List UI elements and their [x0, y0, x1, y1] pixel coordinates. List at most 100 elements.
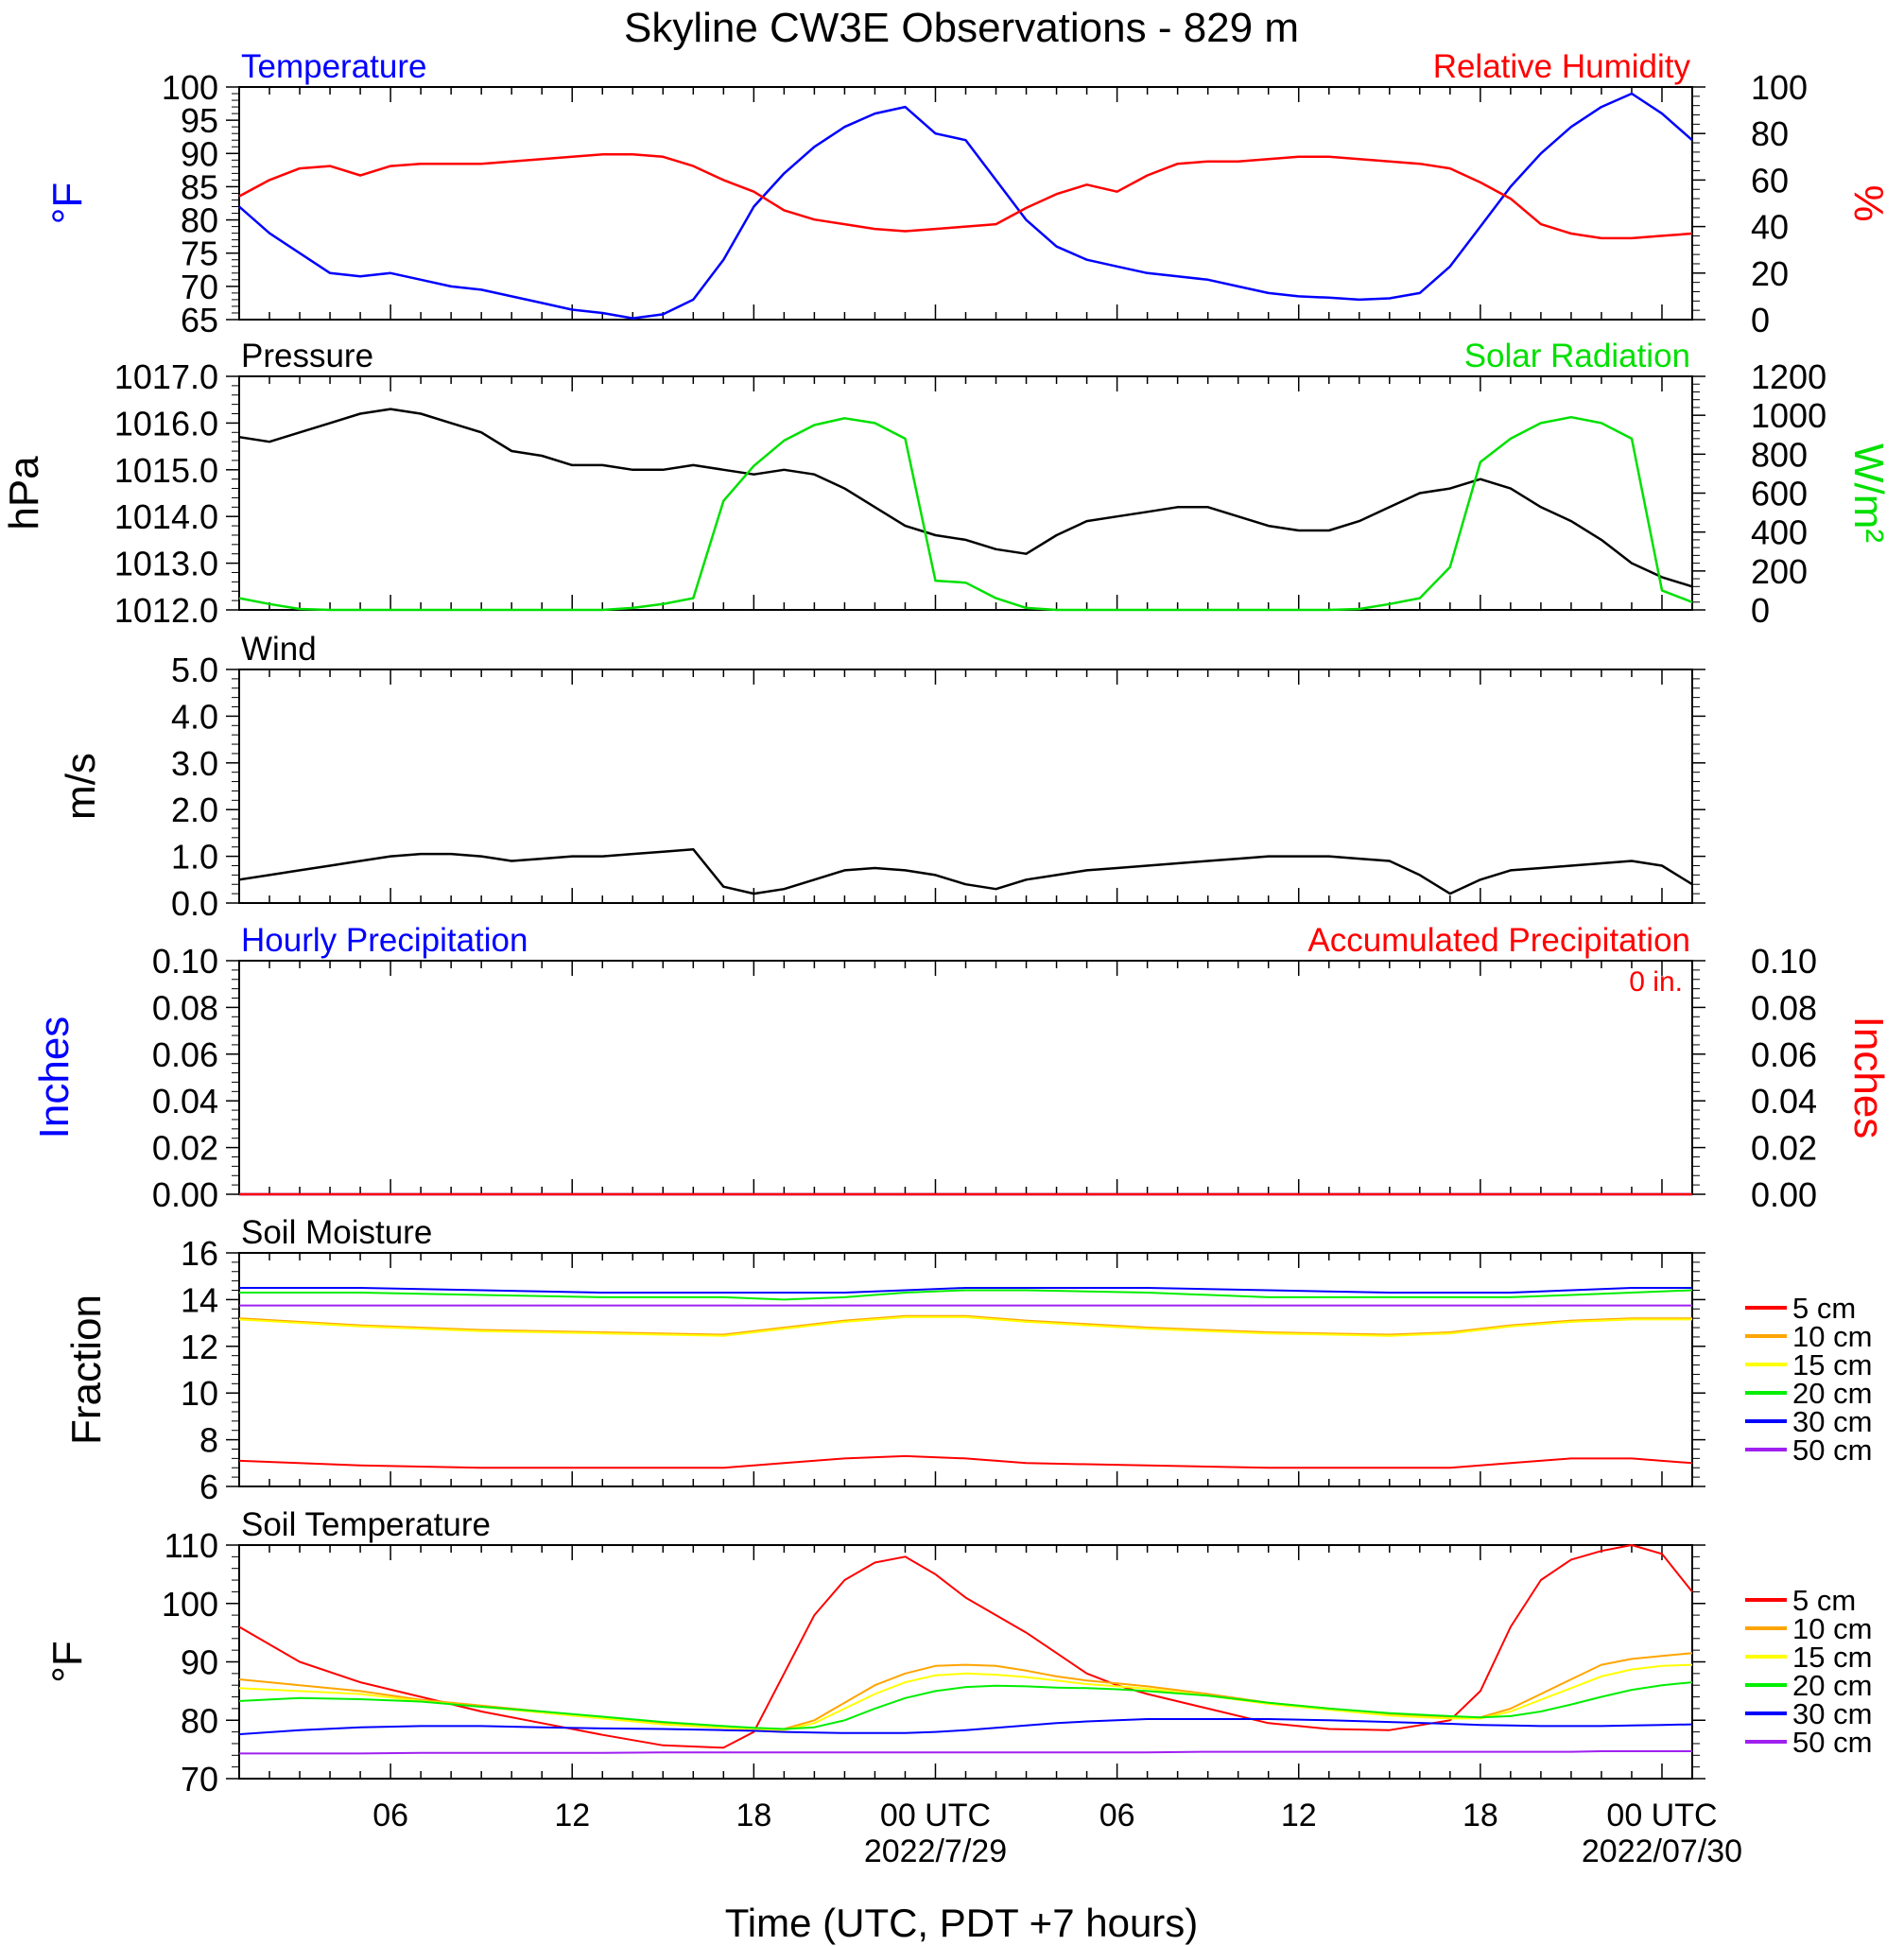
y-axis-label-left: °F: [44, 182, 91, 224]
series-30-cm: [238, 1718, 1693, 1736]
y-tick-label-left: 6: [199, 1468, 218, 1506]
y-tick-label-right: 600: [1751, 475, 1808, 513]
series-wind: [238, 847, 1693, 895]
y-tick-label-left: 85: [181, 167, 218, 206]
series-20-cm: [239, 1289, 1693, 1301]
legend-label: 30 cm: [1792, 1405, 1872, 1438]
y-tick-label-right: 1200: [1751, 357, 1826, 396]
y-axis-label-left: hPa: [1, 456, 47, 530]
y-tick-label-right: 0: [1751, 301, 1770, 339]
legend-label: 50 cm: [1792, 1726, 1872, 1759]
y-tick-label-left: 16: [181, 1234, 218, 1273]
plot-frame: [238, 1544, 1693, 1780]
y-tick-label-right: 200: [1751, 552, 1808, 591]
y-axis-label-left: °F: [44, 1641, 91, 1682]
legend-label: 5 cm: [1792, 1292, 1856, 1325]
y-tick-label-left: 80: [181, 201, 218, 240]
y-tick-label-left: 90: [181, 134, 218, 173]
panel-precipitation: 0.00 0.02 0.04 0.06 0.08 0.10 0.00 0.02 0.04 0.06…: [31, 922, 1892, 1214]
panel-title-left: Hourly Precipitation: [241, 922, 528, 959]
y-tick-label-left: 110: [164, 1526, 218, 1565]
legend-label: 10 cm: [1792, 1320, 1872, 1353]
panel-wind: 0.0 1.0 2.0 3.0 4.0 5.0 Wind m/s: [58, 631, 1705, 923]
y-axis-label-left: Fraction: [63, 1294, 110, 1445]
y-tick-label-right: 40: [1751, 208, 1789, 247]
y-tick-label-right: 0.04: [1751, 1082, 1817, 1121]
panel-title-right: Solar Radiation: [1464, 338, 1690, 374]
legend-label: 50 cm: [1792, 1433, 1872, 1467]
panel-title-right: Accumulated Precipitation: [1307, 922, 1690, 959]
x-tick-label: 12: [554, 1798, 590, 1833]
y-tick-label-left: 10: [181, 1374, 218, 1413]
x-tick-label: 06: [372, 1798, 408, 1833]
y-tick-label-right: 1000: [1751, 396, 1826, 435]
y-tick-label-left: 1015.0: [114, 451, 218, 490]
y-tick-label-right: 0: [1751, 591, 1770, 630]
y-tick-label-left: 5.0: [171, 651, 218, 689]
figure-title: Skyline CW3E Observations - 829 m: [624, 5, 1299, 51]
y-tick-label-left: 4.0: [171, 697, 218, 736]
panels-group: 65707580859095100020406080100Temperature…: [1, 48, 1892, 1869]
series-15-cm: [238, 1663, 1693, 1731]
x-tick-label: 00 UTC: [1606, 1798, 1717, 1833]
x-tick-label: 18: [1463, 1798, 1498, 1833]
y-tick-label-right: 400: [1751, 513, 1808, 552]
legend-label: 15 cm: [1792, 1641, 1872, 1674]
y-axis-label-right: Inches: [1845, 1016, 1892, 1139]
y-tick-label-right: 0.06: [1751, 1035, 1817, 1074]
y-tick-label-right: 20: [1751, 254, 1789, 293]
y-tick-label-left: 1013.0: [114, 545, 218, 583]
series-relative-humidity: [238, 153, 1693, 240]
y-axis-label-right: W/m²: [1845, 443, 1892, 543]
x-tick-date-label: 2022/7/29: [864, 1833, 1007, 1869]
y-tick-label-left: 75: [181, 235, 218, 273]
y-tick-label-left: 70: [181, 1760, 218, 1798]
y-tick-label-left: 12: [181, 1328, 218, 1366]
y-tick-label-left: 80: [181, 1701, 218, 1740]
y-tick-label-left: 70: [181, 268, 218, 306]
legend-label: 10 cm: [1792, 1612, 1872, 1645]
series-pressure: [238, 408, 1693, 588]
y-tick-label-left: 1016.0: [114, 404, 218, 443]
panel-title-left: Temperature: [241, 48, 426, 85]
y-axis-label-right: %: [1845, 184, 1892, 221]
y-tick-label-left: 95: [181, 101, 218, 140]
y-tick-label-right: 0.02: [1751, 1129, 1817, 1168]
y-tick-label-left: 8: [199, 1421, 218, 1460]
y-tick-label-right: 80: [1751, 114, 1789, 153]
series-5-cm: [238, 1544, 1693, 1749]
series-50-cm: [239, 1750, 1692, 1755]
legend-label: 15 cm: [1792, 1348, 1872, 1381]
x-tick-label: 18: [736, 1798, 771, 1833]
plot-frame: [238, 86, 1693, 321]
legend-label: 5 cm: [1792, 1584, 1856, 1617]
y-axis-label-left: m/s: [58, 753, 104, 820]
x-tick-label: 06: [1099, 1798, 1135, 1833]
series-10-cm: [238, 1314, 1692, 1336]
y-tick-label-left: 0.06: [152, 1035, 218, 1074]
y-tick-label-left: 1014.0: [114, 497, 218, 536]
series-temperature: [238, 92, 1693, 320]
panel-title-left: Wind: [241, 631, 317, 668]
y-axis-label-left: Inches: [31, 1016, 78, 1139]
series-20-cm: [238, 1681, 1693, 1730]
y-tick-label-right: 0.08: [1751, 988, 1817, 1027]
y-tick-label-left: 0.02: [152, 1129, 218, 1168]
x-tick-label: 12: [1281, 1798, 1317, 1833]
x-tick-label: 00 UTC: [880, 1798, 991, 1833]
plot-frame: [238, 669, 1693, 904]
x-tick-date-label: 2022/07/30: [1582, 1833, 1742, 1869]
y-tick-label-left: 1.0: [171, 838, 218, 877]
panel-pressure_solar: 1012.0 1013.0 1014.0 1015.0 1016.0 1017.0 0200…: [1, 338, 1892, 630]
y-tick-label-left: 90: [181, 1643, 218, 1682]
series-30-cm: [239, 1287, 1692, 1294]
y-tick-label-left: 100: [162, 1585, 218, 1624]
panel-title-left: Soil Moisture: [241, 1214, 432, 1251]
y-tick-label-right: 800: [1751, 435, 1808, 474]
y-tick-label-left: 14: [181, 1280, 218, 1319]
plot-frame: [238, 375, 1693, 611]
panel-temperature_rh: 65707580859095100020406080100Temperature…: [44, 48, 1892, 339]
